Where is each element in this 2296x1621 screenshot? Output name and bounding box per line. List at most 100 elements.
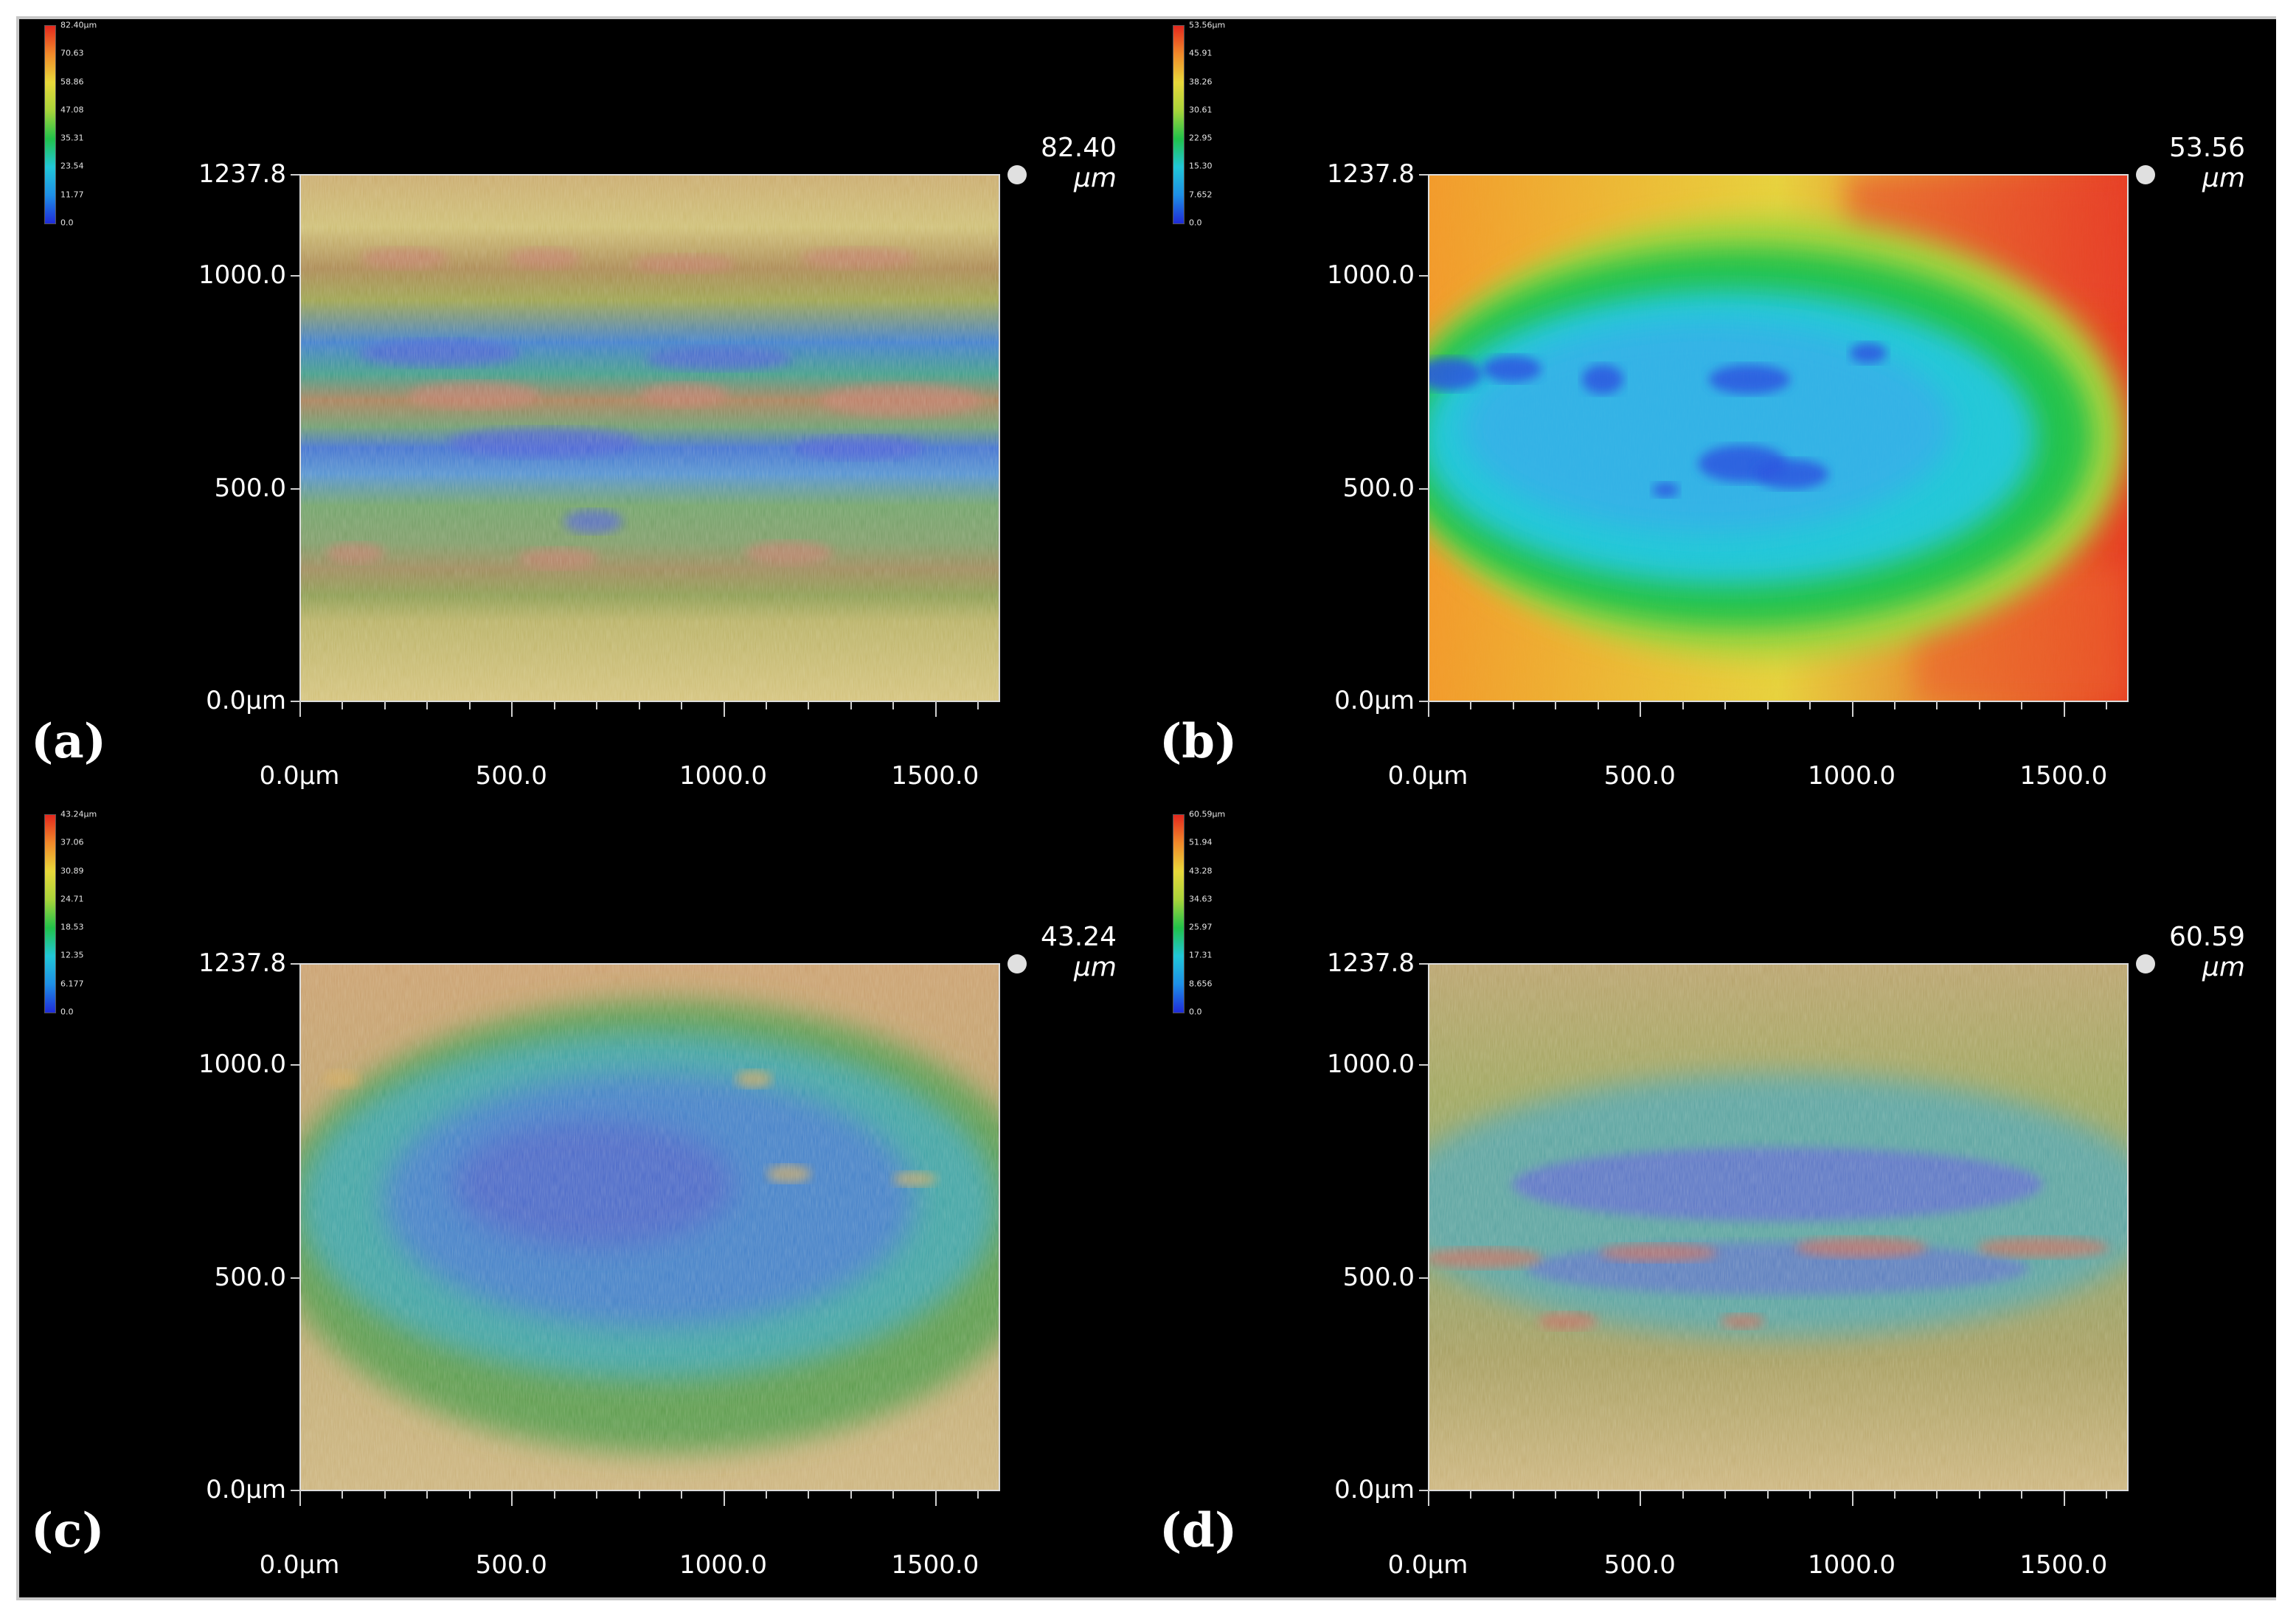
colorbar-label: 12.35 xyxy=(60,950,84,960)
colorbar-label: 35.31 xyxy=(60,133,84,143)
colorbar-label: 25.97 xyxy=(1189,922,1213,932)
colorbar-label: 0.0 xyxy=(60,218,74,228)
y-tick xyxy=(1419,701,1428,702)
colorbar-label: 0.0 xyxy=(1189,1007,1202,1017)
colorbar-label: 45.91 xyxy=(1189,48,1213,58)
zmax-value: 43.24 xyxy=(1040,922,1117,952)
x-tick xyxy=(2063,1490,2065,1506)
x-tick xyxy=(977,701,979,709)
surface-map xyxy=(1428,174,2127,701)
colorbar-label: 37.06 xyxy=(60,837,84,847)
colorbar-label: 58.86 xyxy=(60,77,84,87)
y-tick xyxy=(291,487,299,490)
x-tick-label: 1500.0 xyxy=(891,761,979,791)
x-tick xyxy=(638,1490,640,1499)
y-tick xyxy=(291,1277,299,1279)
x-tick xyxy=(892,1490,895,1499)
x-tick xyxy=(1978,701,1980,709)
y-tick-label: 1237.8 xyxy=(198,159,286,189)
x-tick xyxy=(299,701,301,717)
y-tick-label: 1000.0 xyxy=(198,260,286,291)
colorbar xyxy=(1173,25,1185,224)
colorbar-label: 34.63 xyxy=(1189,894,1213,904)
panel-label: (c) xyxy=(31,1503,105,1558)
surface-texture xyxy=(1428,963,2127,1490)
panel-label: (b) xyxy=(1159,714,1238,769)
zmax-label: 60.59 μm xyxy=(2157,922,2245,983)
x-tick xyxy=(977,1490,979,1499)
y-tick-label: 1237.8 xyxy=(1327,159,1415,189)
x-tick xyxy=(384,1490,386,1499)
x-tick xyxy=(1809,701,1811,709)
y-tick xyxy=(1419,487,1428,490)
x-tick xyxy=(2021,1490,2023,1499)
x-tick-label: 1000.0 xyxy=(1808,761,1896,791)
colorbar-label: 24.71 xyxy=(60,894,84,904)
y-tick xyxy=(1419,174,1428,176)
plot-border-right xyxy=(2127,963,2129,1490)
x-tick xyxy=(1766,1490,1769,1499)
colorbar-label: 51.94 xyxy=(1189,837,1213,847)
colorbar-label: 8.656 xyxy=(1189,979,1213,989)
x-tick xyxy=(1555,701,1557,709)
y-tick-label: 0.0μm xyxy=(1334,1475,1415,1504)
x-tick xyxy=(766,1490,767,1499)
zmax-unit: μm xyxy=(1074,163,1117,194)
colorbar-label: 6.177 xyxy=(60,979,84,989)
y-tick xyxy=(1419,1277,1428,1279)
x-tick xyxy=(384,701,386,709)
x-tick xyxy=(1724,1490,1727,1499)
plot-border-bottom xyxy=(299,701,1000,702)
plot-border-bottom xyxy=(1428,1490,2129,1491)
x-tick-label: 1000.0 xyxy=(679,761,768,791)
colorbar-label: 38.26 xyxy=(1189,77,1213,87)
x-tick xyxy=(1809,1490,1811,1499)
colorbar xyxy=(44,25,56,224)
y-tick-label: 0.0μm xyxy=(1334,686,1415,715)
colorbar-label: 30.61 xyxy=(1189,105,1213,115)
x-tick xyxy=(1470,1490,1472,1499)
plot-border-left xyxy=(299,174,301,701)
x-tick xyxy=(808,1490,810,1499)
surface-plot xyxy=(1428,174,2127,701)
surface-plot xyxy=(299,963,999,1490)
x-tick xyxy=(2021,701,2023,709)
x-tick xyxy=(1428,701,1429,717)
x-tick xyxy=(723,701,725,717)
x-tick-label: 500.0 xyxy=(475,761,547,791)
y-tick xyxy=(291,1064,299,1066)
x-tick xyxy=(1851,1490,1853,1506)
colorbar-label: 43.28 xyxy=(1189,866,1213,876)
y-tick xyxy=(1419,963,1428,965)
y-tick-label: 1000.0 xyxy=(1327,1049,1415,1080)
x-tick-label: 1000.0 xyxy=(1808,1550,1896,1580)
colorbar-label: 0.0 xyxy=(60,1007,74,1017)
colorbar-label: 30.89 xyxy=(60,866,84,876)
surface-plot xyxy=(299,174,999,701)
x-tick xyxy=(1851,701,1853,717)
plot-border-bottom xyxy=(1428,701,2129,702)
x-tick xyxy=(681,1490,683,1499)
figure-canvas: 82.40μm 70.63 58.86 47.08 35.31 23.54 11.77 0.0… xyxy=(19,19,2276,1597)
zmax-handle-icon xyxy=(2136,954,2155,973)
x-tick xyxy=(468,1490,471,1499)
y-tick-label: 1000.0 xyxy=(1327,260,1415,291)
colorbar-label: 11.77 xyxy=(60,190,84,200)
y-tick-label: 500.0 xyxy=(214,1262,286,1292)
x-tick xyxy=(1555,1490,1557,1499)
plot-border-top xyxy=(1428,174,2127,176)
x-tick-label: 1500.0 xyxy=(2019,761,2108,791)
x-tick xyxy=(1640,1490,1642,1506)
panel-a: 82.40μm 70.63 58.86 47.08 35.31 23.54 11.77 0.0… xyxy=(19,19,1148,808)
panel-b: 53.56μm 45.91 38.26 30.61 22.95 15.30 7.652 0.0… xyxy=(1148,19,2276,808)
x-tick xyxy=(850,1490,852,1499)
x-tick xyxy=(1894,1490,1896,1499)
plot-border-left xyxy=(299,963,301,1490)
y-tick xyxy=(291,701,299,702)
surface-texture xyxy=(299,963,999,1490)
x-tick xyxy=(1428,1490,1429,1506)
x-tick-label: 0.0μm xyxy=(1387,1550,1468,1580)
y-tick xyxy=(291,275,299,277)
x-tick xyxy=(553,701,555,709)
x-tick xyxy=(341,1490,344,1499)
